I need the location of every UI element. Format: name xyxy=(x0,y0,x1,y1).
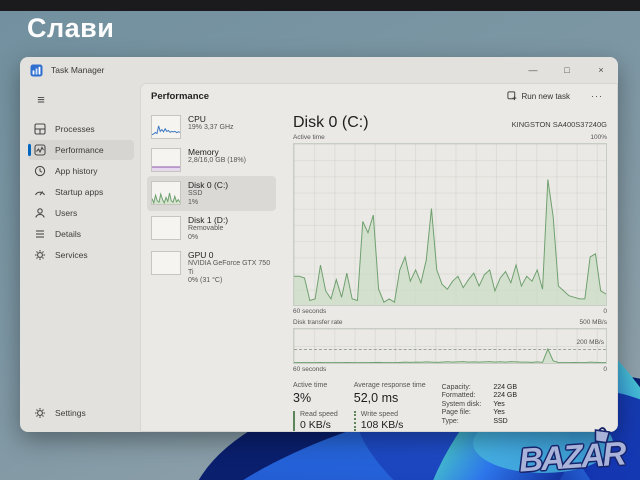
navigation-rail: ≡ Processes Performance xyxy=(20,83,140,432)
nav-item-settings[interactable]: Settings xyxy=(28,403,134,423)
formatted-label: Formatted: xyxy=(441,392,476,400)
active-x-right: 0 xyxy=(603,308,607,316)
write-speed-stat: Write speed 108 KB/s xyxy=(353,410,426,431)
system-disk-value: Yes xyxy=(493,400,505,408)
active-time-max: 100% xyxy=(590,133,607,141)
hamburger-icon[interactable]: ≡ xyxy=(37,91,45,107)
services-gear-icon xyxy=(34,249,46,261)
more-options-button[interactable]: ··· xyxy=(591,91,603,101)
task-manager-icon xyxy=(30,64,43,76)
list-item-cpu[interactable]: CPU 19% 3,37 GHz xyxy=(147,110,276,143)
nav-item-details[interactable]: Details xyxy=(28,224,134,244)
active-time-stat-value: 3% xyxy=(293,390,312,405)
transfer-x-left: 60 seconds xyxy=(293,366,327,373)
reference-line-200 xyxy=(294,349,606,351)
shopping-bag-icon xyxy=(594,427,611,444)
new-task-icon xyxy=(506,91,516,101)
gpu-mini-chart xyxy=(151,251,181,275)
avg-response-value: 52,0 ms xyxy=(353,390,399,405)
transfer-rate-max: 500 MB/s xyxy=(579,319,607,327)
history-clock-icon xyxy=(34,165,46,177)
minimize-button[interactable]: — xyxy=(528,65,538,75)
window-title: Task Manager xyxy=(51,65,105,75)
list-item-disk1[interactable]: Disk 1 (D:) Removable 0% xyxy=(147,211,276,246)
performance-list: CPU 19% 3,37 GHz Memory 2,8/16,0 GB (18%) xyxy=(141,108,281,431)
type-value: SSD xyxy=(493,417,508,425)
avg-response-label: Average response time xyxy=(353,381,426,389)
capacity-label: Capacity: xyxy=(441,383,471,391)
watermark-text: BAZAR xyxy=(517,434,626,479)
write-speed-value: 108 KB/s xyxy=(360,418,404,431)
title-bar[interactable]: Task Manager — □ × xyxy=(20,57,618,83)
processes-icon xyxy=(34,123,46,135)
nav-item-app-history[interactable]: App history xyxy=(28,161,134,181)
transfer-rate-chart: 200 MB/s xyxy=(293,328,607,365)
desktop-owner-label: Слави xyxy=(27,13,115,43)
cpu-mini-chart xyxy=(151,115,181,139)
task-manager-window: Task Manager — □ × ≡ Processes xyxy=(20,57,618,432)
nav-item-performance[interactable]: Performance xyxy=(28,140,134,160)
page-file-label: Page file: xyxy=(441,409,471,417)
maximize-button[interactable]: □ xyxy=(564,65,570,75)
disk-stats: Active time 3% Read speed 0 KB/s Average… xyxy=(293,375,607,431)
nav-item-users[interactable]: Users xyxy=(28,203,134,223)
monitor-bezel xyxy=(0,0,640,11)
page-title: Performance xyxy=(151,90,210,102)
disk0-mini-chart xyxy=(151,181,181,205)
formatted-value: 224 GB xyxy=(493,392,518,400)
write-speed-label: Write speed xyxy=(360,410,398,418)
transfer-x-right: 0 xyxy=(603,366,607,373)
memory-mini-chart xyxy=(151,148,181,172)
disk1-mini-chart xyxy=(151,216,181,240)
active-time-label: Active time xyxy=(293,133,325,141)
transfer-rate-label: Disk transfer rate xyxy=(293,319,343,327)
disk-properties: Capacity: 224 GB Formatted: 224 GB System … xyxy=(442,382,517,431)
active-x-left: 60 seconds xyxy=(293,308,327,316)
list-item-gpu0[interactable]: GPU 0 NVIDIA GeForce GTX 750 Ti 0% (31 °C) xyxy=(147,246,276,290)
run-new-task-button[interactable]: Run new task xyxy=(500,88,577,104)
users-icon xyxy=(34,207,46,219)
system-disk-label: System disk: xyxy=(441,400,482,408)
page-file-value: Yes xyxy=(493,409,505,417)
disk-detail-pane: Disk 0 (C:) KINGSTON SA400S37240G Active… xyxy=(281,108,617,431)
nav-item-startup-apps[interactable]: Startup apps xyxy=(28,182,134,202)
settings-gear-icon xyxy=(34,407,46,419)
capacity-value: 224 GB xyxy=(493,383,518,391)
nav-item-services[interactable]: Services xyxy=(28,245,134,265)
read-speed-stat: Read speed 0 KB/s xyxy=(293,410,338,431)
list-item-disk0[interactable]: Disk 0 (C:) SSD 1% xyxy=(147,176,276,211)
active-time-chart xyxy=(293,142,607,307)
details-list-icon xyxy=(34,228,46,240)
detail-title: Disk 0 (C:) xyxy=(293,113,369,131)
read-speed-value: 0 KB/s xyxy=(300,418,331,431)
type-label: Type: xyxy=(441,417,459,425)
bazar-watermark: BAZAR xyxy=(517,427,637,479)
list-item-memory[interactable]: Memory 2,8/16,0 GB (18%) xyxy=(147,143,276,176)
device-model: KINGSTON SA400S37240G xyxy=(511,119,607,129)
performance-icon xyxy=(34,144,46,156)
read-speed-label: Read speed xyxy=(300,410,338,418)
reference-label: 200 MB/s xyxy=(576,339,604,347)
close-button[interactable]: × xyxy=(598,65,604,75)
active-time-stat-label: Active time xyxy=(293,381,328,389)
gauge-icon xyxy=(34,186,46,198)
content-card: Performance Run new task ··· xyxy=(140,83,618,432)
nav-item-processes[interactable]: Processes xyxy=(28,119,134,139)
